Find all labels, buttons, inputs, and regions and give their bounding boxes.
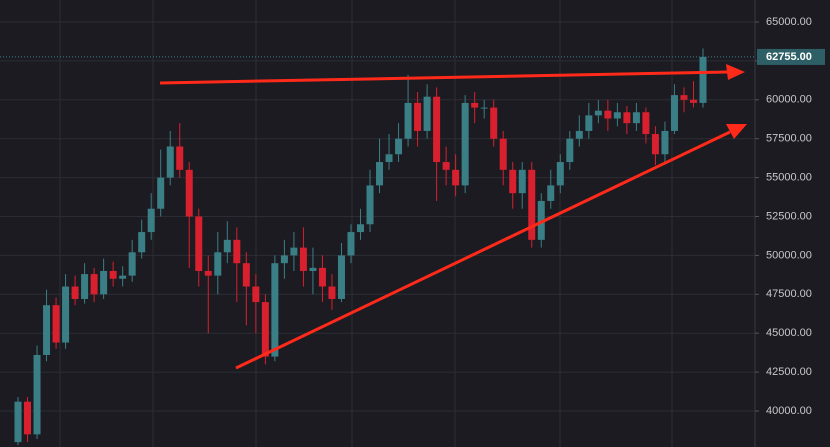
candle-body — [242, 263, 250, 287]
candle-body — [299, 247, 307, 271]
candle-body — [452, 169, 460, 186]
candle-body — [147, 208, 155, 233]
candle-body — [642, 112, 650, 135]
candle-body — [119, 275, 127, 279]
candle-body — [480, 107, 488, 109]
candle-body — [62, 286, 70, 343]
arrow-head — [726, 124, 747, 139]
candle-body — [33, 354, 41, 435]
marks — [0, 21, 755, 446]
arrow-line — [235, 130, 731, 370]
candle-body — [499, 138, 507, 170]
candle-body — [670, 95, 678, 131]
last-price-box — [757, 48, 825, 65]
candle-body — [185, 169, 193, 217]
candle-body — [414, 102, 422, 131]
arrow-head — [726, 64, 745, 80]
candle-body — [547, 185, 555, 201]
candle-body — [376, 162, 384, 186]
candle-body — [604, 110, 612, 119]
candle-body — [537, 200, 545, 240]
candle-body — [43, 305, 51, 355]
candle-body — [252, 286, 260, 303]
candle-body — [328, 286, 336, 299]
candle-body — [318, 267, 326, 287]
candle-body — [366, 185, 374, 225]
y-tick-label: 65000.00 — [766, 16, 812, 28]
y-tick-label: 60000.00 — [766, 94, 812, 106]
candle-body — [261, 302, 269, 357]
candle-body — [223, 239, 231, 253]
y-tick-label: 50000.00 — [766, 249, 812, 261]
candle-body — [509, 169, 517, 194]
candle-body — [90, 274, 98, 295]
y-tick-label: 52500.00 — [766, 210, 812, 222]
candle-body — [433, 96, 441, 163]
candle-body — [138, 232, 146, 253]
candle-body — [423, 96, 431, 131]
candle-body — [195, 216, 203, 271]
candle-body — [661, 130, 669, 155]
candle-body — [81, 274, 89, 299]
candle-body — [337, 255, 345, 299]
candle-body — [176, 146, 184, 170]
candle-body — [271, 263, 279, 357]
candle-body — [585, 115, 593, 131]
candle-body — [689, 99, 697, 103]
candle-body — [157, 177, 165, 209]
candle-body — [357, 224, 364, 233]
candle-body — [52, 305, 60, 343]
candle-body — [347, 232, 355, 256]
candle-body — [528, 169, 536, 240]
candle-body — [14, 401, 22, 443]
candle-body — [290, 247, 298, 256]
candle-body — [680, 95, 688, 100]
candle-body — [71, 286, 79, 299]
candle-body — [309, 267, 317, 271]
candle-body — [385, 154, 393, 163]
candle-body — [490, 107, 498, 139]
candle-body — [214, 252, 222, 276]
y-tick-label: 57500.00 — [766, 133, 812, 145]
candle-body — [204, 270, 212, 276]
candle-body — [461, 102, 469, 186]
candle-body — [233, 239, 241, 264]
candle-body — [471, 102, 479, 108]
candle-body — [518, 169, 526, 194]
candle-body — [566, 138, 574, 163]
y-tick-label: 40000.00 — [766, 405, 812, 417]
candle-body — [651, 134, 659, 155]
candle-body — [404, 102, 412, 139]
candle-body — [575, 130, 583, 139]
candle-body — [395, 138, 403, 155]
candle-body — [556, 162, 564, 186]
candle-body — [632, 112, 640, 124]
last-price-label: 62755.00 — [766, 51, 812, 63]
candle-body — [24, 401, 32, 435]
candle-body — [109, 270, 117, 279]
y-tick-label: 42500.00 — [766, 366, 812, 378]
y-tick-label: 45000.00 — [766, 327, 812, 339]
arrow-line — [159, 70, 729, 85]
candle-body — [100, 270, 108, 295]
annotations — [159, 64, 747, 370]
candle-body — [699, 56, 707, 103]
candle-body — [166, 146, 174, 178]
candle-body — [623, 112, 631, 124]
y-tick-label: 55000.00 — [766, 172, 812, 184]
candle-body — [280, 255, 288, 264]
candle-body — [613, 112, 621, 119]
candle-body — [594, 110, 602, 116]
y-tick-label: 47500.00 — [766, 288, 812, 300]
candle-body — [128, 252, 136, 276]
candle-body — [442, 162, 450, 170]
